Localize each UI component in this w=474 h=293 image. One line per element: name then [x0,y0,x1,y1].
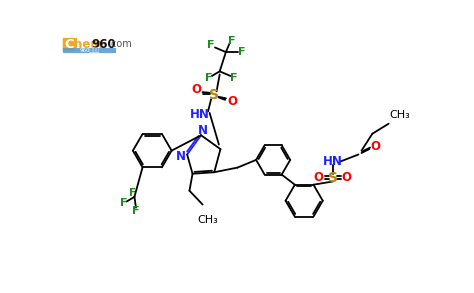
Text: CH₃: CH₃ [198,215,219,225]
Text: O: O [342,171,352,184]
Text: S: S [209,88,219,102]
Text: N: N [176,149,186,163]
Text: O: O [314,171,324,184]
Text: F: F [120,198,128,208]
Text: N: N [198,124,208,137]
Text: 960化工网: 960化工网 [79,48,100,53]
Text: F: F [230,72,237,83]
Text: .com: .com [108,39,132,50]
Text: F: F [132,206,140,216]
Text: F: F [205,72,212,83]
Text: HN: HN [191,108,210,121]
Text: O: O [227,95,237,108]
Text: S: S [328,171,338,185]
Text: O: O [191,83,201,96]
Text: C: C [64,38,74,51]
Text: F: F [237,47,245,57]
Text: F: F [228,36,235,46]
Text: HN: HN [323,155,343,168]
FancyBboxPatch shape [63,48,116,53]
Text: 960: 960 [92,38,117,51]
Text: CH₃: CH₃ [390,110,410,120]
Text: O: O [371,140,381,153]
Text: hem: hem [74,38,102,51]
FancyBboxPatch shape [63,38,75,51]
Text: F: F [207,40,214,50]
Text: F: F [129,188,137,198]
